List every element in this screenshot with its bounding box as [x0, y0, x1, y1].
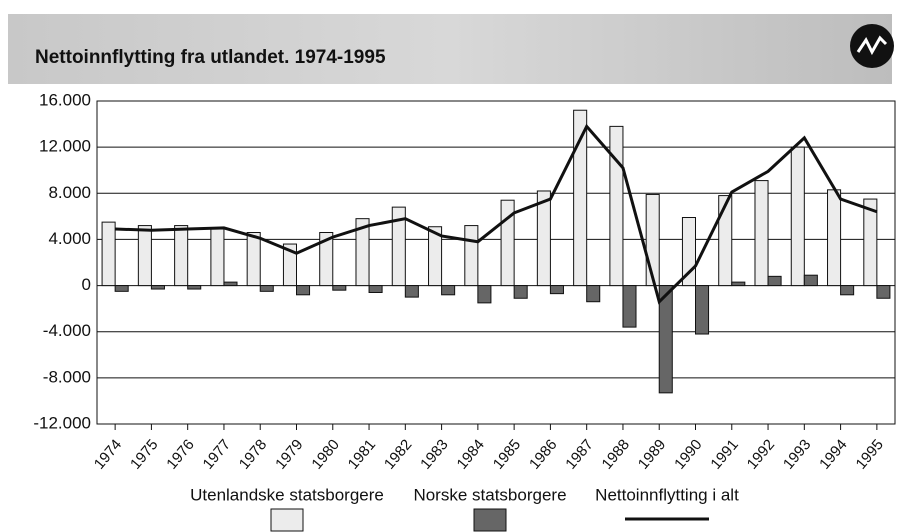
chart-title: Nettoinnflytting fra utlandet. 1974-1995: [35, 47, 386, 68]
bar: [223, 281, 238, 287]
x-tick-label: 1992: [744, 436, 778, 472]
bar: [622, 285, 637, 328]
bar: [790, 146, 805, 287]
bar: [803, 274, 818, 287]
bar: [513, 285, 528, 299]
x-tick-label: 1984: [453, 436, 487, 472]
bar: [332, 285, 347, 291]
x-tick-label: 1985: [490, 436, 524, 472]
y-tick-label: -8.000: [43, 367, 91, 386]
x-tick-label: 1975: [127, 436, 161, 472]
x-tick-label: 1989: [635, 436, 669, 472]
x-tick-label: 1994: [816, 436, 850, 472]
x-tick-label: 1987: [562, 436, 596, 472]
legend-label: Norske statsborgere: [413, 485, 566, 504]
x-tick-label: 1979: [272, 436, 306, 472]
bar: [355, 218, 370, 287]
bar: [101, 221, 116, 287]
x-tick-label: 1986: [526, 436, 560, 472]
bar: [573, 109, 588, 287]
bar: [259, 285, 274, 292]
bar: [609, 125, 624, 287]
bar: [718, 195, 733, 287]
logo: [850, 24, 894, 68]
bar: [391, 206, 406, 287]
bar: [586, 285, 601, 303]
x-tick-label: 1993: [780, 436, 814, 472]
bar: [368, 285, 383, 293]
legend-label: Utenlandske statsborgere: [190, 485, 384, 504]
bar: [404, 285, 419, 298]
bar: [150, 285, 165, 290]
bar: [464, 225, 479, 287]
x-tick-label: 1995: [852, 436, 886, 472]
bar: [767, 275, 782, 287]
bar: [477, 285, 492, 304]
x-tick-label: 1980: [308, 436, 342, 472]
bar: [549, 285, 564, 295]
x-tick-label: 1978: [236, 436, 270, 472]
bar: [282, 243, 297, 287]
x-tick-label: 1991: [707, 436, 741, 472]
bar: [863, 198, 878, 287]
x-tick-label: 1981: [345, 436, 379, 472]
bar: [114, 285, 129, 292]
y-tick-label: -12.000: [33, 413, 91, 432]
title-banner: [8, 14, 892, 84]
bar: [695, 285, 710, 335]
x-tick-label: 1990: [671, 436, 705, 472]
bar: [319, 232, 334, 287]
legend-swatch: [270, 508, 304, 532]
y-tick-label: 4.000: [48, 229, 91, 248]
bar: [731, 281, 746, 287]
x-tick-label: 1976: [163, 436, 197, 472]
line: [115, 123, 878, 305]
bar: [536, 190, 551, 287]
bar: [137, 225, 152, 287]
x-tick-label: 1977: [200, 436, 234, 472]
bar: [840, 285, 855, 296]
bar: [187, 285, 202, 290]
bar: [658, 285, 673, 394]
bar: [441, 285, 456, 296]
legend-label: Nettoinnflytting i alt: [595, 485, 739, 504]
x-tick-label: 1988: [599, 436, 633, 472]
bar: [210, 228, 225, 287]
bar: [754, 180, 769, 287]
y-tick-label: 8.000: [48, 183, 91, 202]
bar: [827, 189, 842, 287]
y-tick-label: 12.000: [39, 137, 91, 156]
legend-swatch: [473, 508, 507, 532]
bar: [296, 285, 311, 296]
bar: [246, 232, 261, 287]
y-tick-label: 16.000: [39, 90, 91, 109]
x-tick-label: 1982: [381, 436, 415, 472]
x-tick-label: 1983: [417, 436, 451, 472]
y-tick-label: 0: [82, 275, 91, 294]
bar: [174, 225, 189, 287]
bar: [428, 226, 443, 287]
y-tick-label: -4.000: [43, 321, 91, 340]
bar: [876, 285, 891, 299]
x-tick-label: 1974: [91, 436, 125, 472]
